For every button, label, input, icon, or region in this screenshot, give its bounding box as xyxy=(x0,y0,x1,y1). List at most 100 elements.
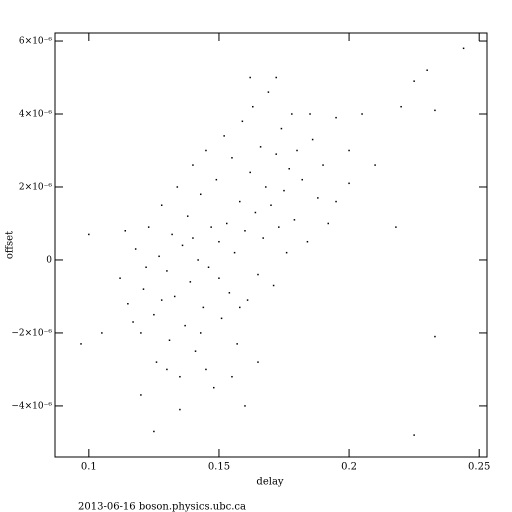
point xyxy=(252,105,254,108)
point xyxy=(197,259,199,261)
y-tick-label: −4×10⁻⁶ xyxy=(11,401,52,411)
point xyxy=(301,178,303,181)
point xyxy=(179,375,181,378)
point xyxy=(233,251,236,254)
point xyxy=(426,69,428,71)
point xyxy=(173,295,176,298)
point xyxy=(186,215,189,217)
point xyxy=(147,226,150,228)
point xyxy=(171,233,173,236)
point xyxy=(434,335,436,338)
point xyxy=(361,113,363,115)
point xyxy=(335,200,337,203)
point xyxy=(228,292,231,294)
point xyxy=(311,138,314,141)
point xyxy=(296,149,298,152)
point xyxy=(140,332,142,334)
point xyxy=(194,350,197,352)
point xyxy=(166,270,168,272)
point xyxy=(153,430,155,433)
point xyxy=(158,255,160,258)
point xyxy=(254,211,257,214)
point xyxy=(80,343,82,345)
point xyxy=(244,230,246,232)
point xyxy=(142,288,145,290)
x-tick-label: 0.2 xyxy=(341,462,357,473)
point xyxy=(88,233,90,236)
point xyxy=(270,204,272,206)
y-axis-label: offset xyxy=(5,231,16,259)
point xyxy=(101,332,103,334)
point xyxy=(218,277,220,279)
point xyxy=(236,343,238,345)
point xyxy=(134,248,137,250)
x-tick-label: 0.15 xyxy=(208,462,230,473)
point xyxy=(226,222,228,225)
point xyxy=(205,368,207,371)
point xyxy=(249,76,251,79)
point xyxy=(400,105,402,108)
point xyxy=(267,91,270,93)
point xyxy=(257,361,259,363)
y-tick-label: 0 xyxy=(46,255,52,265)
point xyxy=(244,405,246,407)
point xyxy=(166,368,168,371)
point xyxy=(413,80,415,82)
y-tick-label: 4×10⁻⁶ xyxy=(19,110,52,120)
point xyxy=(275,153,277,155)
point xyxy=(462,47,465,50)
point xyxy=(322,164,324,166)
point xyxy=(241,120,244,123)
point xyxy=(306,240,309,243)
point xyxy=(176,186,179,188)
point xyxy=(288,167,290,170)
y-tick-label: −2×10⁻⁶ xyxy=(11,328,52,338)
point xyxy=(335,116,337,119)
point xyxy=(231,157,233,159)
point xyxy=(348,182,350,185)
x-tick-label: 0.1 xyxy=(81,462,97,473)
point xyxy=(127,302,129,305)
point xyxy=(348,149,350,152)
point xyxy=(189,281,192,283)
y-tick-label: 6×10⁻⁶ xyxy=(19,37,52,47)
point xyxy=(184,324,186,327)
plot-frame xyxy=(54,32,488,458)
point xyxy=(179,408,181,411)
point xyxy=(239,306,241,309)
point xyxy=(153,313,155,316)
footer: 2013-06-16 boson.physics.ubc.ca xyxy=(78,502,246,512)
point xyxy=(257,273,259,276)
point xyxy=(181,244,184,247)
point xyxy=(119,277,121,279)
point xyxy=(293,219,296,221)
point xyxy=(280,127,283,130)
point xyxy=(262,237,264,239)
point xyxy=(259,146,262,148)
point xyxy=(285,251,288,254)
point xyxy=(132,321,134,323)
point xyxy=(317,197,319,199)
point xyxy=(145,266,147,269)
point xyxy=(215,178,218,181)
x-axis-label: delay xyxy=(256,477,283,488)
point xyxy=(231,375,233,378)
point xyxy=(275,76,277,79)
point xyxy=(192,237,194,239)
y-tick-label: 2×10⁻⁶ xyxy=(19,182,52,192)
point xyxy=(434,109,436,112)
point xyxy=(291,113,293,115)
point xyxy=(309,113,311,115)
point xyxy=(218,240,220,243)
point xyxy=(202,306,205,309)
point xyxy=(223,135,225,137)
point xyxy=(246,299,249,301)
point xyxy=(395,226,397,228)
point xyxy=(272,284,275,287)
x-tick-label: 0.25 xyxy=(468,462,490,473)
point xyxy=(265,186,267,188)
point xyxy=(327,222,330,225)
point xyxy=(199,193,202,196)
point xyxy=(207,266,210,269)
